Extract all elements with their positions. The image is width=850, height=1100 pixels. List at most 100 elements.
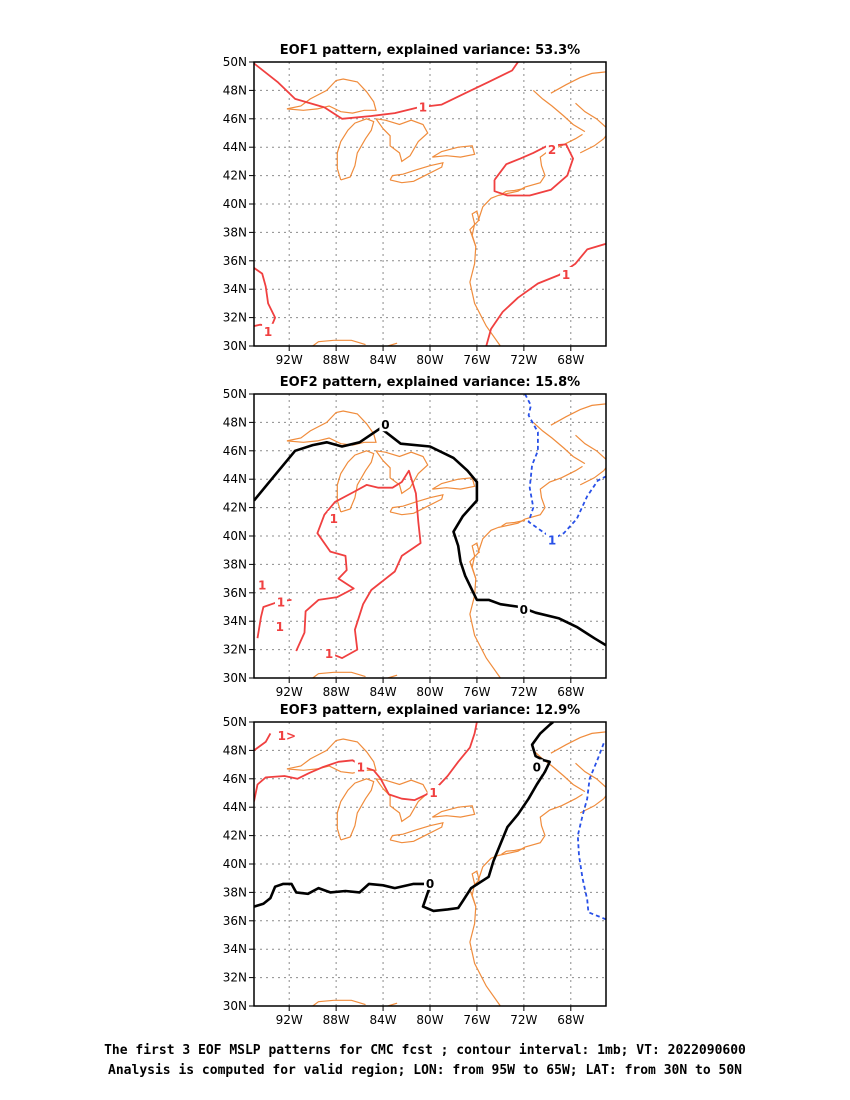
coastline	[575, 102, 606, 128]
contour-label: 2	[548, 143, 556, 157]
contour-label: 0	[381, 418, 389, 432]
contour-label-bg	[416, 99, 429, 114]
y-tick-label: 50N	[223, 387, 247, 401]
y-tick-label: 36N	[223, 586, 247, 600]
contour-label: 1>	[278, 729, 296, 743]
coastline	[550, 731, 606, 754]
contour-label: 1	[276, 620, 284, 634]
y-tick-label: 38N	[223, 557, 247, 571]
coastline	[431, 145, 476, 158]
x-tick-label: 92W	[276, 1013, 303, 1027]
contour-label-bg	[424, 875, 436, 890]
contour-label: 0	[533, 760, 541, 774]
contour-label: 1	[330, 512, 338, 526]
x-tick-label: 80W	[416, 353, 443, 367]
contour-label-bg	[280, 728, 293, 743]
y-tick-label: 44N	[223, 140, 247, 154]
contour-label-bg	[427, 785, 440, 799]
x-tick-label: 84W	[369, 1013, 396, 1027]
coastline	[579, 135, 606, 154]
contour-label: 1	[548, 533, 556, 547]
contour-label: 1	[264, 325, 272, 339]
y-tick-label: 46N	[223, 444, 247, 458]
caption-line-1: The first 3 EOF MSLP patterns for CMC fc…	[104, 1043, 746, 1058]
coastline	[471, 542, 480, 579]
eof2-panel: EOF2 pattern, explained variance: 15.8% …	[223, 375, 607, 699]
y-tick-label: 30N	[223, 339, 247, 353]
contour-line-pos	[254, 267, 276, 327]
coastline	[389, 493, 444, 516]
x-tick-label: 72W	[510, 353, 537, 367]
y-tick-label: 40N	[223, 529, 247, 543]
x-tick-label: 92W	[276, 685, 303, 699]
coastline	[312, 339, 366, 346]
contour-label: 1	[277, 596, 285, 610]
contour-label: 1	[258, 579, 266, 593]
contour-label: 0	[520, 603, 528, 617]
x-tick-label: 88W	[323, 353, 350, 367]
contour-label-bg	[354, 759, 367, 774]
eof1-title: EOF1 pattern, explained variance: 53.3%	[280, 43, 580, 58]
contour-label-bg	[262, 323, 275, 338]
contour-label: 1	[419, 100, 427, 114]
y-tick-label: 42N	[223, 501, 247, 515]
contour-label-bg	[560, 267, 573, 281]
contour-label: 1	[325, 647, 333, 661]
eof1-panel: EOF1 pattern, explained variance: 53.3% …	[223, 43, 607, 367]
x-tick-label: 84W	[369, 353, 396, 367]
contour-line-pos	[254, 62, 519, 120]
y-tick-label: 36N	[223, 914, 247, 928]
y-tick-label: 42N	[223, 169, 247, 183]
x-tick-label: 72W	[510, 1013, 537, 1027]
coastline	[389, 821, 444, 844]
y-tick-label: 48N	[223, 83, 247, 97]
x-tick-label: 72W	[510, 685, 537, 699]
y-tick-label: 50N	[223, 55, 247, 69]
y-tick-label: 30N	[223, 999, 247, 1013]
x-tick-label: 68W	[557, 1013, 584, 1027]
coastline	[532, 421, 586, 465]
y-tick-label: 48N	[223, 415, 247, 429]
coastline	[579, 467, 606, 486]
x-tick-label: 76W	[463, 1013, 490, 1027]
contour-line-neg	[524, 394, 606, 540]
coastline	[336, 118, 375, 181]
coastline	[312, 671, 366, 678]
coastline	[336, 778, 375, 841]
contour-label-bg	[530, 759, 543, 774]
contour-label: 1	[429, 786, 437, 800]
y-tick-label: 34N	[223, 942, 247, 956]
x-tick-label: 68W	[557, 353, 584, 367]
y-tick-label: 32N	[223, 971, 247, 985]
y-tick-label: 48N	[223, 743, 247, 757]
contour-label-bg	[323, 645, 336, 660]
coastline	[286, 78, 377, 114]
contour-label-bg	[546, 532, 559, 547]
x-tick-label: 80W	[416, 685, 443, 699]
y-tick-label: 32N	[223, 311, 247, 325]
contour-label-bg	[273, 618, 286, 633]
y-tick-label: 30N	[223, 671, 247, 685]
contour-line-pos	[485, 242, 606, 346]
y-tick-label: 40N	[223, 857, 247, 871]
eof3-title: EOF3 pattern, explained variance: 12.9%	[280, 703, 580, 718]
coastline	[471, 210, 480, 247]
coastline	[575, 762, 606, 788]
contour-label: 1	[562, 268, 570, 282]
coastline	[375, 118, 429, 163]
contour-label-bg	[256, 577, 269, 592]
coastline	[471, 870, 480, 907]
y-tick-label: 42N	[223, 829, 247, 843]
coastline	[375, 778, 429, 823]
x-tick-label: 76W	[463, 353, 490, 367]
y-tick-label: 36N	[223, 254, 247, 268]
contour-label-bg	[517, 601, 530, 616]
y-tick-label: 44N	[223, 472, 247, 486]
contour-line-neg	[576, 742, 606, 921]
coastline	[579, 795, 606, 814]
coastline	[550, 403, 606, 426]
x-tick-label: 84W	[369, 685, 396, 699]
contour-label-bg	[379, 417, 392, 432]
y-tick-label: 38N	[223, 885, 247, 899]
